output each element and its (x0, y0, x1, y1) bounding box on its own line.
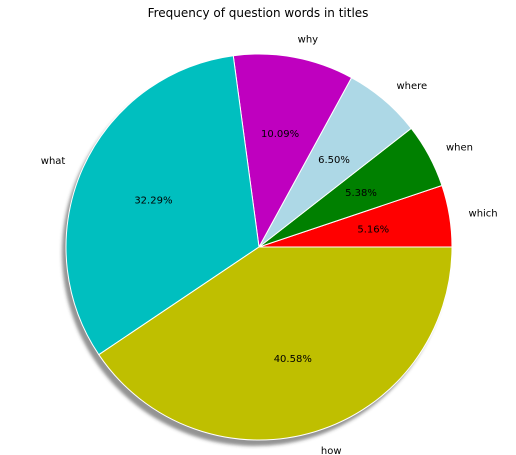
slice-label-how: how (321, 446, 342, 455)
slice-label-which: which (469, 209, 498, 220)
slice-how (98, 246, 453, 441)
slice-label-why: why (298, 34, 319, 45)
slice-percent-what: 32.29% (134, 196, 172, 207)
slice-percent-why: 10.09% (261, 129, 299, 140)
slice-percent-how: 40.58% (274, 354, 312, 365)
slice-label-where: where (396, 81, 427, 92)
pie-slices (65, 53, 453, 441)
slice-why (232, 53, 353, 248)
slice-percent-which: 5.16% (357, 224, 389, 235)
slice-label-what: what (41, 156, 66, 167)
chart-title: Frequency of question words in titles (148, 6, 369, 20)
pie-labels: which 5.16% when 5.38% where 6.50% why 10.09% wh… (41, 34, 498, 455)
slice-percent-when: 5.38% (345, 188, 377, 199)
slice-what (65, 55, 260, 356)
slice-percent-where: 6.50% (318, 155, 350, 166)
slice-label-when: when (446, 142, 473, 153)
